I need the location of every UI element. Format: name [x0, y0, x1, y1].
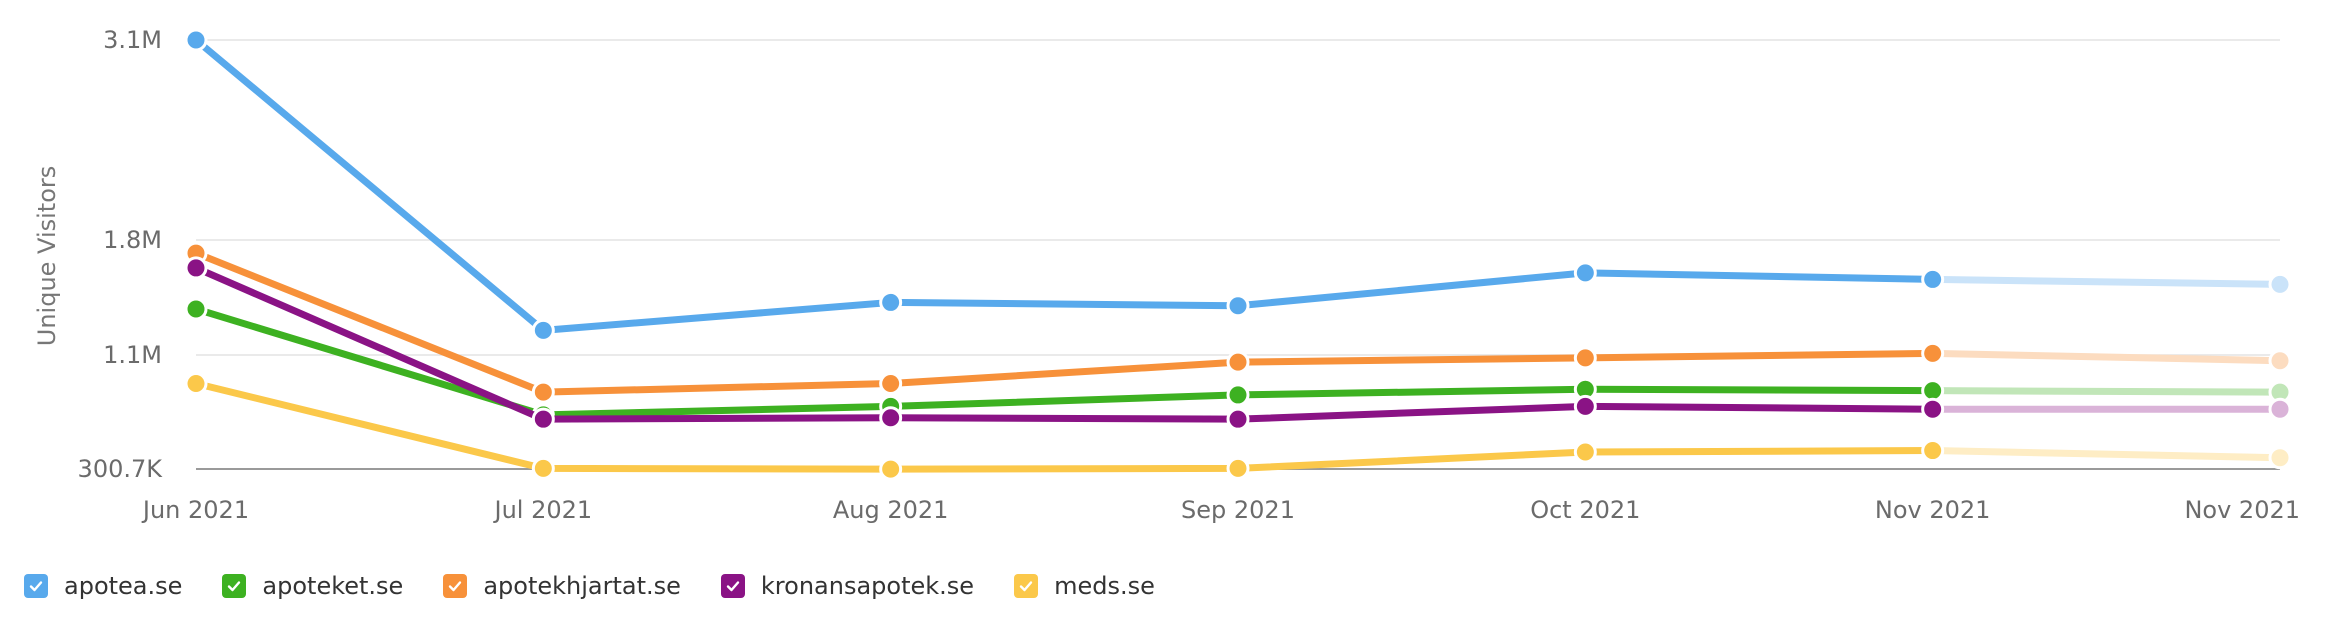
data-point[interactable]	[531, 456, 555, 480]
checkbox-checked-icon[interactable]	[443, 574, 468, 598]
data-point[interactable]	[184, 28, 208, 52]
checkbox-checked-icon[interactable]	[720, 574, 745, 598]
checkbox-checked-icon[interactable]	[24, 574, 48, 598]
data-point[interactable]	[531, 318, 555, 342]
x-axis-ticks: Jun 2021 Jul 2021 Aug 2021 Sep 2021 Oct 2021…	[141, 496, 2300, 524]
data-point[interactable]	[879, 372, 903, 396]
series-apotekhjartat.se	[184, 241, 2292, 404]
data-point[interactable]	[2268, 349, 2292, 373]
data-point[interactable]	[1921, 379, 1945, 403]
data-point[interactable]	[1226, 350, 1250, 374]
legend-item[interactable]: apotea.se	[24, 572, 182, 600]
chart-canvas: 300.7K 1.1M 1.8M 3.1M Jun 2021 Jul 2021 Aug 2…	[33, 26, 2300, 524]
series-line	[192, 380, 1937, 473]
data-point[interactable]	[1226, 383, 1250, 407]
x-tick-label: Oct 2021	[1530, 496, 1640, 524]
series-line	[192, 36, 1937, 334]
x-tick-label: Sep 2021	[1181, 496, 1295, 524]
data-point[interactable]	[1226, 456, 1250, 480]
data-point[interactable]	[531, 380, 555, 404]
projected-segment	[1929, 447, 2284, 462]
x-tick-label: Aug 2021	[833, 496, 949, 524]
data-point[interactable]	[1573, 261, 1597, 285]
legend-item[interactable]: apotekhjartat.se	[443, 572, 681, 600]
data-point[interactable]	[1921, 397, 1945, 421]
data-point[interactable]	[1226, 294, 1250, 318]
data-point[interactable]	[531, 407, 555, 431]
x-tick-label: Nov 2021	[2184, 496, 2300, 524]
legend-label: apoteket.se	[262, 572, 404, 600]
data-point[interactable]	[1226, 407, 1250, 431]
data-point[interactable]	[2268, 446, 2292, 470]
legend-label: kronansapotek.se	[760, 572, 975, 600]
data-point[interactable]	[1573, 346, 1597, 370]
x-tick-label: Jul 2021	[492, 496, 592, 524]
y-tick-label: 1.8M	[103, 226, 162, 254]
data-point[interactable]	[879, 457, 903, 481]
y-tick-label: 300.7K	[78, 455, 164, 483]
y-axis-title: Unique Visitors	[33, 166, 61, 346]
series-line	[192, 305, 1937, 419]
y-tick-label: 3.1M	[103, 26, 162, 54]
legend-label: apotea.se	[64, 572, 183, 600]
data-point[interactable]	[1573, 440, 1597, 464]
data-point[interactable]	[1921, 267, 1945, 291]
projected-segment	[1929, 349, 2284, 365]
data-point[interactable]	[184, 256, 208, 280]
series-lines	[184, 28, 2292, 481]
legend: apotea.se apoteket.se apotekhjartat.se kron…	[24, 572, 1195, 600]
x-tick-label: Nov 2021	[1875, 496, 1991, 524]
y-tick-label: 1.1M	[103, 341, 162, 369]
x-tick-label: Jun 2021	[141, 496, 249, 524]
data-point[interactable]	[879, 406, 903, 430]
projected-segment	[1929, 275, 2284, 288]
data-point[interactable]	[1921, 341, 1945, 365]
data-point[interactable]	[1921, 439, 1945, 463]
data-point[interactable]	[1573, 394, 1597, 418]
series-apotea.se	[184, 28, 2292, 342]
series-meds.se	[184, 372, 2292, 481]
series-kronansapotek.se	[184, 256, 2292, 431]
legend-item[interactable]: apoteket.se	[222, 572, 403, 600]
checkbox-checked-icon[interactable]	[222, 574, 247, 598]
y-axis-ticks: 300.7K 1.1M 1.8M 3.1M	[78, 26, 164, 483]
checkbox-checked-icon[interactable]	[1014, 574, 1039, 598]
legend-item[interactable]: kronansapotek.se	[720, 572, 975, 600]
series-line	[192, 249, 1937, 396]
data-point[interactable]	[2268, 272, 2292, 296]
series-line	[192, 264, 1937, 423]
projected-segment	[1929, 387, 2284, 396]
data-point[interactable]	[879, 290, 903, 314]
data-point[interactable]	[184, 297, 208, 321]
data-point[interactable]	[2268, 397, 2292, 421]
data-point[interactable]	[184, 372, 208, 396]
legend-item[interactable]: meds.se	[1014, 572, 1155, 600]
legend-label: meds.se	[1054, 572, 1155, 600]
legend-label: apotekhjartat.se	[483, 572, 681, 600]
